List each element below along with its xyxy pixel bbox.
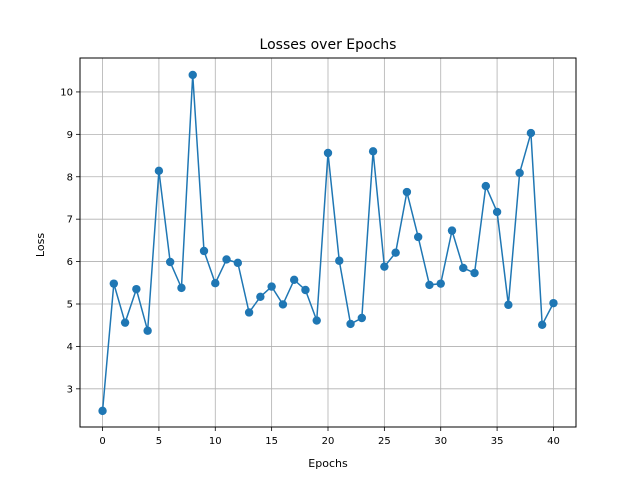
x-tick-label: 35: [491, 436, 504, 447]
chart-title: Losses over Epochs: [260, 37, 397, 53]
data-point: [459, 263, 468, 273]
data-point: [481, 181, 491, 191]
y-tick-label: 4: [67, 342, 73, 353]
y-tick-label: 7: [67, 215, 73, 226]
data-point: [504, 300, 513, 310]
data-point: [267, 282, 276, 291]
data-point: [120, 318, 130, 327]
y-tick-label: 9: [67, 130, 73, 141]
y-axis-ticks: 3 4 5 6 7 8 9 10: [60, 87, 80, 395]
data-point: [177, 283, 186, 293]
x-tick-label: 20: [322, 436, 335, 447]
data-point: [188, 70, 197, 80]
data-point: [211, 279, 220, 288]
y-tick-label: 10: [60, 87, 73, 98]
data-point: [368, 147, 378, 156]
data-point: [526, 128, 536, 138]
data-point: [312, 316, 321, 325]
data-point: [154, 166, 164, 176]
data-point: [402, 187, 412, 197]
data-point: [515, 168, 524, 178]
y-tick-label: 6: [67, 257, 73, 268]
y-tick-label: 3: [67, 384, 73, 395]
x-tick-label: 10: [209, 436, 222, 447]
data-point: [335, 256, 344, 265]
data-point: [346, 319, 355, 329]
data-point: [537, 320, 547, 329]
data-point: [380, 262, 389, 271]
data-point: [199, 246, 209, 256]
data-point: [289, 275, 299, 285]
x-axis-ticks: 0 5 10 15 20 25 30 35 40: [99, 427, 560, 447]
y-axis-label: Loss: [34, 233, 47, 257]
data-point: [447, 226, 457, 235]
grid: [80, 58, 576, 427]
data-point: [323, 148, 333, 158]
data-point: [256, 292, 265, 301]
data-point: [492, 207, 502, 217]
y-tick-label: 5: [67, 300, 73, 311]
data-point: [357, 313, 367, 323]
data-point: [549, 298, 558, 308]
data-point: [413, 232, 423, 242]
x-tick-label: 40: [547, 436, 560, 447]
data-point: [244, 308, 254, 317]
x-tick-label: 15: [265, 436, 278, 447]
data-point: [425, 280, 434, 290]
data-point: [165, 257, 175, 267]
data-point: [233, 258, 243, 268]
data-point: [98, 406, 107, 416]
data-point: [301, 285, 310, 295]
x-axis-label: Epochs: [308, 457, 348, 470]
y-tick-label: 8: [67, 172, 73, 183]
data-point: [278, 300, 288, 309]
data-point: [132, 284, 141, 294]
data-point: [470, 268, 479, 278]
x-tick-label: 5: [156, 436, 162, 447]
series-markers: [98, 70, 558, 416]
x-tick-label: 30: [434, 436, 447, 447]
data-point: [436, 279, 445, 288]
x-tick-label: 25: [378, 436, 391, 447]
data-point: [222, 255, 231, 264]
x-tick-label: 0: [99, 436, 105, 447]
data-point: [391, 248, 400, 257]
data-point: [143, 326, 152, 335]
data-point: [109, 279, 119, 288]
